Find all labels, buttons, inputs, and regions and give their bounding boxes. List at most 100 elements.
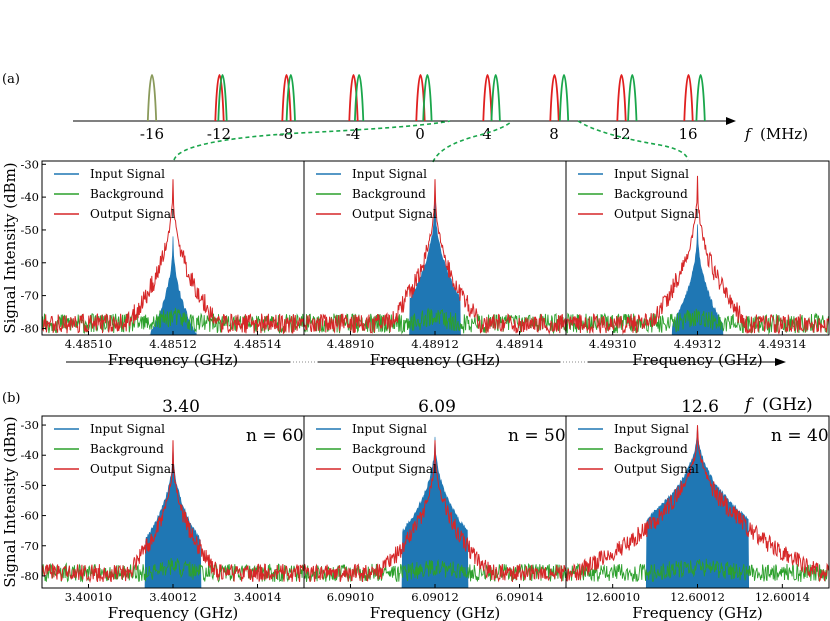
legend-label: Input Signal [352, 422, 427, 436]
plot-area [304, 179, 566, 335]
comb-pulse-green [558, 74, 570, 122]
axis-b-unit: (GHz) [762, 395, 813, 415]
x-tick-label: 4.48514 [234, 337, 282, 351]
annotation-n: n = 50 [508, 426, 566, 446]
x-tick-label: 6.09014 [496, 590, 544, 604]
axis-b-f: f [743, 395, 754, 415]
comb-tick-label: 8 [549, 125, 559, 143]
comb-axis-arrow [726, 117, 736, 125]
x-axis-title: Frequency (GHz) [632, 604, 763, 621]
axis-b-tick-label: 12.6 [681, 397, 719, 417]
legend-label: Output Signal [614, 462, 699, 476]
series-input-signal [304, 197, 566, 335]
legend-label: Background [90, 187, 164, 201]
plot-area [566, 425, 829, 588]
plot-area [304, 436, 566, 588]
x-tick-label: 12.60014 [755, 590, 810, 604]
series-output-signal [566, 175, 829, 335]
comb-tick-label: 0 [415, 125, 425, 143]
x-tick-label: 3.40010 [65, 590, 113, 604]
legend-label: Output Signal [352, 207, 437, 221]
comb-tick-label: -8 [279, 125, 294, 143]
comb-tick-label: 16 [678, 125, 697, 143]
x-tick-label: 4.48510 [65, 337, 113, 351]
y-tick-label: -50 [20, 478, 39, 492]
comb-tick-label: -4 [346, 125, 361, 143]
series-input-signal [42, 236, 304, 335]
x-tick-label: 4.49314 [759, 337, 807, 351]
x-tick-label: 4.49310 [589, 337, 637, 351]
series-output-signal [42, 440, 304, 584]
comb-pulse-red [616, 74, 627, 122]
comb-pulse-olive [146, 74, 158, 122]
comb-pulse-green [627, 74, 638, 122]
x-tick-label: 6.09010 [327, 590, 375, 604]
legend-label: Background [352, 187, 426, 201]
x-axis-title: Frequency (GHz) [370, 351, 501, 369]
y-axis-title: Signal Intensity (dBm) [1, 416, 19, 587]
legend-label: Background [352, 442, 426, 456]
comb-axis-f: f [744, 125, 753, 143]
series-output-signal [566, 425, 829, 583]
comb-pulse-red [683, 74, 694, 122]
comb-axis: -16 -12 -8 -4 0 4 8 12 16 f (MHz) [73, 74, 808, 163]
series-input-signal [566, 224, 829, 335]
legend-label: Output Signal [614, 207, 699, 221]
comb-pulse-green [285, 74, 296, 122]
comb-pulse-green [695, 74, 706, 122]
comb-pulse-green [490, 74, 501, 122]
legend-label: Input Signal [614, 422, 689, 436]
plot-area [566, 175, 829, 335]
legend-label: Input Signal [352, 167, 427, 181]
plot-area [42, 440, 304, 588]
link-curve-middle [432, 120, 513, 163]
y-tick-label: -80 [20, 321, 39, 335]
y-tick-label: -30 [20, 418, 39, 432]
comb-pulse-red [482, 74, 493, 122]
x-tick-label: 12.60010 [585, 590, 640, 604]
link-curve-right [577, 120, 689, 161]
x-tick-label: 4.48910 [327, 337, 375, 351]
x-tick-label: 4.48912 [411, 337, 459, 351]
panel-a-label: (a) [2, 72, 20, 87]
series-background [304, 307, 566, 335]
legend-label: Input Signal [90, 167, 165, 181]
legend-label: Input Signal [90, 422, 165, 436]
legend-label: Background [614, 442, 688, 456]
comb-tick-label: 12 [611, 125, 630, 143]
comb-pulse-green [354, 74, 365, 122]
plot-area [42, 179, 304, 335]
x-axis-title: Frequency (GHz) [108, 604, 239, 621]
y-tick-label: -60 [20, 509, 39, 523]
series-background [566, 558, 829, 583]
y-tick-label: -80 [20, 569, 39, 583]
annotation-n: n = 40 [771, 426, 829, 446]
x-tick-label: 3.40012 [149, 590, 197, 604]
x-tick-label: 12.60012 [670, 590, 725, 604]
y-tick-label: -40 [20, 190, 39, 204]
legend-label: Output Signal [90, 462, 175, 476]
comb-tick-label: 4 [482, 125, 492, 143]
y-axis-title: Signal Intensity (dBm) [1, 162, 19, 333]
legend-label: Background [614, 187, 688, 201]
x-tick-label: 4.49312 [674, 337, 722, 351]
legend-label: Background [90, 442, 164, 456]
y-tick-label: -70 [20, 539, 39, 553]
x-axis-title: Frequency (GHz) [370, 604, 501, 621]
axis-b-tick-label: 6.09 [418, 397, 456, 417]
comb-pulse-green [217, 74, 228, 122]
series-output-signal [304, 440, 566, 583]
y-tick-label: -70 [20, 289, 39, 303]
legend-label: Output Signal [352, 462, 437, 476]
x-tick-label: 3.40014 [234, 590, 282, 604]
y-tick-label: -40 [20, 448, 39, 462]
comb-axis-unit: (MHz) [760, 125, 808, 143]
comb-pulse-red [549, 74, 560, 122]
y-tick-label: -30 [20, 157, 39, 171]
x-tick-label: 4.48914 [496, 337, 544, 351]
